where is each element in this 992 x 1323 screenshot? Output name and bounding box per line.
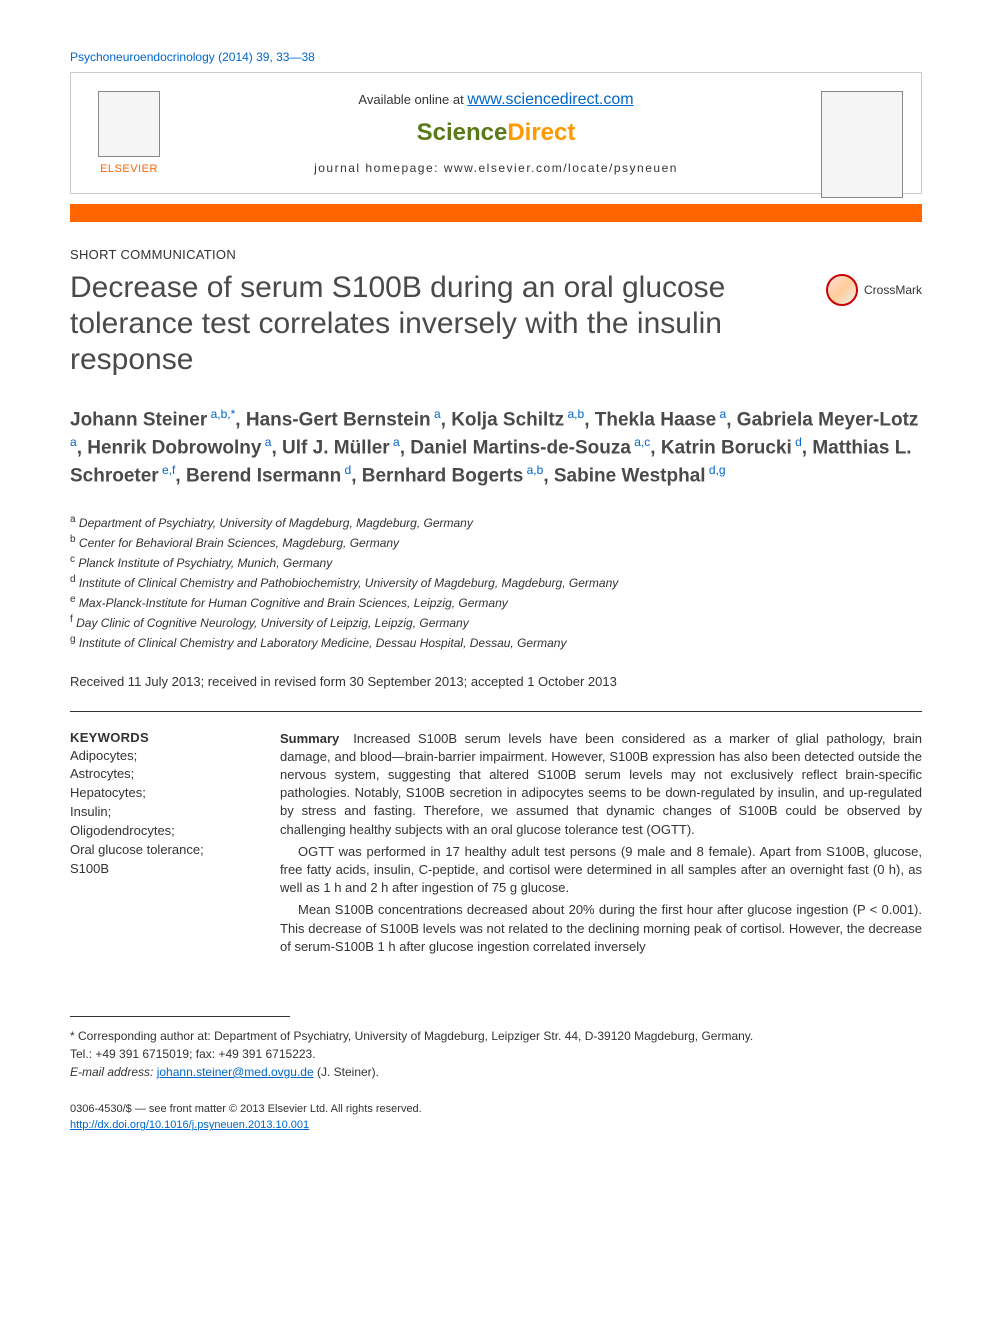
sd-science-word: Science bbox=[417, 119, 508, 146]
elsevier-label: ELSEVIER bbox=[100, 163, 158, 175]
corresponding-text: Corresponding author at: Department of P… bbox=[78, 1029, 753, 1043]
author-affiliation-sup: a,b bbox=[523, 463, 543, 477]
crossmark-label: CrossMark bbox=[864, 283, 922, 297]
corresponding-star: * bbox=[70, 1029, 75, 1043]
keywords-column: KEYWORDS Adipocytes;Astrocytes;Hepatocyt… bbox=[70, 730, 240, 956]
summary-heading: Summary bbox=[280, 731, 339, 746]
author-name: Katrin Borucki bbox=[661, 437, 792, 458]
keyword-item: Hepatocytes; bbox=[70, 784, 240, 803]
article-dates: Received 11 July 2013; received in revis… bbox=[70, 674, 922, 689]
author-name: Ulf J. Müller bbox=[282, 437, 390, 458]
crossmark-widget[interactable]: CrossMark bbox=[826, 274, 922, 306]
affiliation-key: g bbox=[70, 634, 76, 645]
author-affiliation-sup: a bbox=[390, 435, 400, 449]
affiliation-key: e bbox=[70, 594, 76, 605]
title-row: Decrease of serum S100B during an oral g… bbox=[70, 270, 922, 378]
journal-page: Psychoneuroendocrinology (2014) 39, 33—3… bbox=[0, 0, 992, 1174]
summary-text-1: Increased S100B serum levels have been c… bbox=[280, 731, 922, 837]
summary-column: SummaryIncreased S100B serum levels have… bbox=[280, 730, 922, 956]
keyword-item: Adipocytes; bbox=[70, 747, 240, 766]
keyword-item: Astrocytes; bbox=[70, 765, 240, 784]
author-name: Daniel Martins-de-Souza bbox=[410, 437, 631, 458]
author-affiliation-sup: d bbox=[341, 463, 351, 477]
keyword-item: Insulin; bbox=[70, 803, 240, 822]
keyword-item: Oral glucose tolerance; bbox=[70, 841, 240, 860]
author-affiliation-sup: e,f bbox=[159, 463, 176, 477]
article-title: Decrease of serum S100B during an oral g… bbox=[70, 270, 796, 378]
author-name: Kolja Schiltz bbox=[451, 409, 564, 430]
affiliation-line: g Institute of Clinical Chemistry and La… bbox=[70, 632, 922, 652]
author-name: Bernhard Bogerts bbox=[362, 465, 524, 486]
sciencedirect-url-link[interactable]: www.sciencedirect.com bbox=[467, 91, 633, 108]
homepage-prefix: journal homepage: bbox=[314, 161, 444, 175]
issn-copyright-line: 0306-4530/$ — see front matter © 2013 El… bbox=[70, 1101, 922, 1118]
author-name: Hans-Gert Bernstein bbox=[246, 409, 431, 430]
author-affiliation-sup: d,g bbox=[706, 463, 726, 477]
author-affiliation-sup: a bbox=[70, 435, 77, 449]
body-divider-top bbox=[70, 711, 922, 712]
author-name: Henrik Dobrowolny bbox=[87, 437, 261, 458]
author-affiliation-sup: a,c bbox=[631, 435, 650, 449]
section-label: SHORT COMMUNICATION bbox=[70, 247, 922, 262]
keywords-list: Adipocytes;Astrocytes;Hepatocytes;Insuli… bbox=[70, 747, 240, 879]
homepage-url: www.elsevier.com/locate/psyneuen bbox=[444, 161, 678, 175]
affiliation-line: c Planck Institute of Psychiatry, Munich… bbox=[70, 552, 922, 572]
affiliation-key: d bbox=[70, 574, 76, 585]
author-name: Sabine Westphal bbox=[554, 465, 706, 486]
author-affiliation-sup: a bbox=[431, 407, 441, 421]
body-row: KEYWORDS Adipocytes;Astrocytes;Hepatocyt… bbox=[70, 730, 922, 956]
masthead-box: ELSEVIER Available online at www.science… bbox=[70, 72, 922, 194]
keyword-item: S100B bbox=[70, 860, 240, 879]
affiliation-line: e Max-Planck-Institute for Human Cogniti… bbox=[70, 592, 922, 612]
author-affiliation-sup: a bbox=[716, 407, 726, 421]
author-name: Gabriela Meyer-Lotz bbox=[737, 409, 919, 430]
available-prefix: Available online at bbox=[358, 92, 467, 107]
journal-homepage-line: journal homepage: www.elsevier.com/locat… bbox=[89, 161, 903, 175]
email-link[interactable]: johann.steiner@med.ovgu.de bbox=[157, 1065, 314, 1079]
author-affiliation-sup: a bbox=[261, 435, 271, 449]
author-name: Berend Isermann bbox=[186, 465, 341, 486]
affiliation-line: b Center for Behavioral Brain Sciences, … bbox=[70, 532, 922, 552]
keyword-item: Oligodendrocytes; bbox=[70, 822, 240, 841]
crossmark-badge-icon bbox=[826, 274, 858, 306]
journal-cover-thumbnail bbox=[821, 91, 903, 198]
affiliation-key: c bbox=[70, 554, 75, 565]
affiliation-key: f bbox=[70, 614, 73, 625]
corresponding-tel-fax: Tel.: +49 391 6715019; fax: +49 391 6715… bbox=[70, 1045, 922, 1063]
doi-link[interactable]: http://dx.doi.org/10.1016/j.psyneuen.201… bbox=[70, 1119, 309, 1131]
keywords-heading: KEYWORDS bbox=[70, 730, 240, 745]
author-name: Johann Steiner bbox=[70, 409, 207, 430]
orange-divider-bar bbox=[70, 204, 922, 222]
email-suffix: (J. Steiner). bbox=[314, 1065, 379, 1079]
elsevier-logo: ELSEVIER bbox=[89, 91, 169, 175]
sd-direct-word: Direct bbox=[507, 119, 575, 146]
corresponding-author-block: * Corresponding author at: Department of… bbox=[70, 1027, 922, 1081]
authors-block: Johann Steiner a,b,*, Hans-Gert Bernstei… bbox=[70, 406, 922, 490]
summary-para-2: OGTT was performed in 17 healthy adult t… bbox=[280, 843, 922, 898]
affiliation-line: f Day Clinic of Cognitive Neurology, Uni… bbox=[70, 612, 922, 632]
summary-para-3: Mean S100B concentrations decreased abou… bbox=[280, 901, 922, 956]
affiliation-line: d Institute of Clinical Chemistry and Pa… bbox=[70, 572, 922, 592]
corresponding-line-1: * Corresponding author at: Department of… bbox=[70, 1027, 922, 1045]
author-name: Thekla Haase bbox=[595, 409, 716, 430]
author-affiliation-sup: d bbox=[792, 435, 802, 449]
footer-divider bbox=[70, 1016, 290, 1017]
affiliations-block: a Department of Psychiatry, University o… bbox=[70, 512, 922, 652]
summary-para-1: SummaryIncreased S100B serum levels have… bbox=[280, 730, 922, 839]
author-affiliation-sup: a,b,* bbox=[207, 407, 235, 421]
copyright-block: 0306-4530/$ — see front matter © 2013 El… bbox=[70, 1101, 922, 1134]
affiliation-key: a bbox=[70, 514, 76, 525]
citation-header: Psychoneuroendocrinology (2014) 39, 33—3… bbox=[70, 50, 922, 64]
available-online-line: Available online at www.sciencedirect.co… bbox=[89, 91, 903, 109]
elsevier-tree-icon bbox=[98, 91, 160, 157]
email-label: E-mail address: bbox=[70, 1065, 157, 1079]
author-affiliation-sup: a,b bbox=[564, 407, 584, 421]
affiliation-line: a Department of Psychiatry, University o… bbox=[70, 512, 922, 532]
affiliation-key: b bbox=[70, 534, 76, 545]
sciencedirect-logo: ScienceDirect bbox=[89, 119, 903, 147]
corresponding-email-line: E-mail address: johann.steiner@med.ovgu.… bbox=[70, 1063, 922, 1081]
